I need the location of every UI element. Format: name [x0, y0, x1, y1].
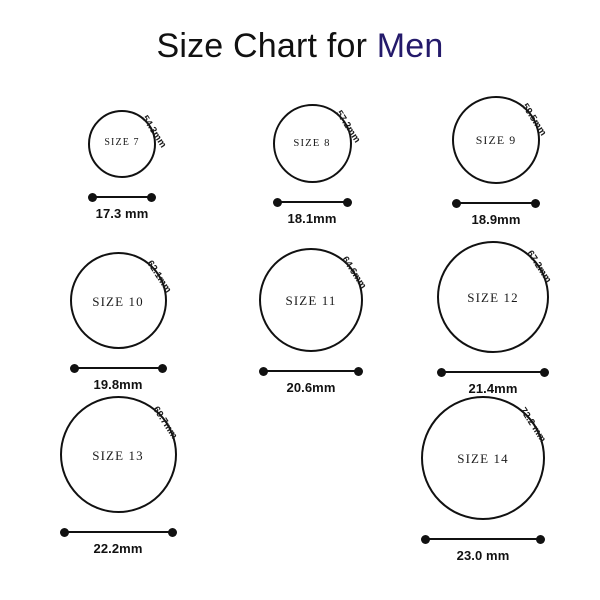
- dimension-endpoint-left-icon: [59, 527, 69, 537]
- ring-circle-outline: [259, 248, 363, 352]
- dimension-line-bar: [441, 371, 545, 374]
- dimension-endpoint-left-icon: [421, 534, 430, 544]
- ring-circle-wrap: SIZE 14 72.2 mm: [421, 396, 548, 520]
- dimension-line: [272, 197, 352, 207]
- ring-size-cell: SIZE 10 62.1mm 19.8mm: [18, 252, 218, 392]
- ring-diameter-label: 20.6mm: [286, 380, 336, 395]
- ring-circle-outline: [452, 96, 540, 184]
- ring-circle-wrap: SIZE 9 59.5mm: [452, 96, 549, 184]
- ring-diameter-label: 19.8mm: [93, 377, 143, 392]
- ring-circle-wrap: SIZE 8 57.2mm: [272, 104, 362, 183]
- dimension-line-bar: [263, 370, 359, 373]
- ring-diameter-label: 18.1mm: [287, 211, 337, 226]
- ring-size-cell: SIZE 8 57.2mm 18.1mm: [212, 104, 412, 226]
- ring-size-cell: SIZE 7 54.3mm 17.3 mm: [22, 110, 222, 221]
- dimension-endpoint-left-icon: [452, 198, 461, 208]
- dimension-line: [59, 527, 177, 537]
- dimension-endpoint-right-icon: [147, 192, 156, 202]
- dimension-line: [259, 366, 363, 376]
- dimension-line: [437, 367, 549, 377]
- ring-diameter-label: 18.9mm: [471, 212, 521, 227]
- dimension-line: [421, 534, 545, 544]
- dimension-endpoint-left-icon: [88, 192, 97, 202]
- ring-diameter-dimension: 17.3 mm: [22, 192, 222, 221]
- ring-size-cell: SIZE 14 72.2 mm 23.0 mm: [383, 396, 583, 563]
- ring-circle-wrap: SIZE 7 54.3mm: [88, 110, 169, 178]
- ring-circle-outline: [437, 241, 549, 353]
- page-title-accent: Men: [376, 27, 444, 65]
- dimension-line-bar: [92, 196, 152, 199]
- dimension-endpoint-left-icon: [259, 366, 268, 376]
- ring-circle-outline: [88, 110, 156, 178]
- ring-diameter-dimension: 19.8mm: [18, 363, 218, 392]
- dimension-line-bar: [456, 202, 536, 205]
- ring-size-cell: SIZE 9 59.5mm 18.9mm: [396, 96, 596, 227]
- ring-diameter-dimension: 20.6mm: [211, 366, 411, 395]
- ring-circle-outline: [421, 396, 545, 520]
- dimension-endpoint-left-icon: [272, 197, 282, 207]
- page-title: Size Chart for Men: [0, 26, 600, 66]
- ring-diameter-label: 23.0 mm: [456, 548, 510, 563]
- ring-circle-wrap: SIZE 13 69.7mm: [59, 396, 180, 513]
- ring-circle-outline: [59, 396, 177, 513]
- ring-diameter-dimension: 21.4mm: [393, 367, 593, 396]
- ring-circle-wrap: SIZE 12 67.2mm: [437, 241, 553, 353]
- dimension-line: [452, 198, 540, 208]
- dimension-line-bar: [63, 531, 173, 534]
- dimension-endpoint-right-icon: [167, 527, 177, 537]
- page-title-main: Size Chart for: [156, 27, 377, 65]
- ring-diameter-label: 21.4mm: [468, 381, 518, 396]
- ring-circle-outline: [272, 104, 352, 183]
- dimension-endpoint-right-icon: [342, 197, 352, 207]
- dimension-endpoint-left-icon: [69, 363, 79, 373]
- dimension-endpoint-right-icon: [531, 198, 540, 208]
- dimension-line-bar: [276, 201, 348, 204]
- dimension-endpoint-right-icon: [540, 367, 549, 377]
- ring-size-cell: SIZE 13 69.7mm 22.2mm: [18, 396, 218, 556]
- ring-circle-wrap: SIZE 10 62.1mm: [69, 252, 174, 349]
- dimension-endpoint-right-icon: [536, 534, 545, 544]
- ring-size-cell: SIZE 11 64.6mm 20.6mm: [211, 248, 411, 395]
- ring-diameter-dimension: 22.2mm: [18, 527, 218, 556]
- dimension-endpoint-right-icon: [354, 366, 363, 376]
- ring-size-cell: SIZE 12 67.2mm 21.4mm: [393, 241, 593, 396]
- ring-circle-wrap: SIZE 11 64.6mm: [259, 248, 369, 352]
- dimension-endpoint-left-icon: [437, 367, 446, 377]
- dimension-line-bar: [73, 367, 163, 370]
- ring-diameter-label: 22.2mm: [93, 541, 143, 556]
- dimension-line-bar: [425, 538, 541, 541]
- ring-diameter-label: 17.3 mm: [95, 206, 149, 221]
- ring-diameter-dimension: 23.0 mm: [383, 534, 583, 563]
- ring-circle-outline: [69, 252, 167, 349]
- dimension-endpoint-right-icon: [157, 363, 167, 373]
- dimension-line: [88, 192, 156, 202]
- ring-diameter-dimension: 18.1mm: [212, 197, 412, 226]
- dimension-line: [69, 363, 167, 373]
- ring-diameter-dimension: 18.9mm: [396, 198, 596, 227]
